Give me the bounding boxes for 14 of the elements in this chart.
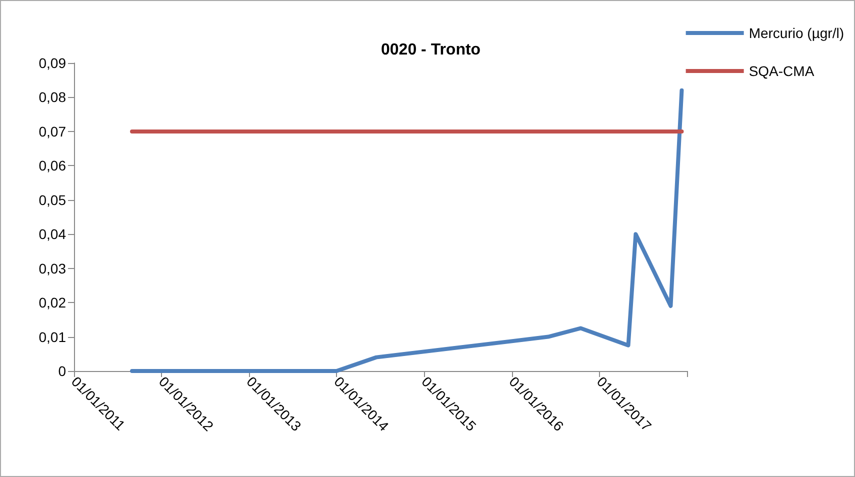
legend-label: SQA-CMA	[748, 63, 815, 79]
y-tick-label: 0,04	[38, 226, 66, 242]
y-tick-label: 0,01	[38, 328, 66, 345]
y-tick-label: 0,09	[38, 55, 66, 71]
y-tick-label: 0,02	[38, 294, 66, 311]
y-tick-label: 0,07	[38, 123, 66, 140]
chart-title: 0020 - Tronto	[381, 42, 481, 58]
y-tick-label: 0,06	[38, 158, 66, 174]
line-series	[130, 88, 684, 373]
legend-label: Mercurio (µgr/l)	[748, 25, 844, 41]
y-tick-label: 0	[58, 363, 66, 379]
y-tick-label: 0,08	[38, 89, 66, 106]
y-tick-label: 0,03	[38, 260, 66, 276]
y-tick-label: 0,05	[38, 192, 66, 208]
